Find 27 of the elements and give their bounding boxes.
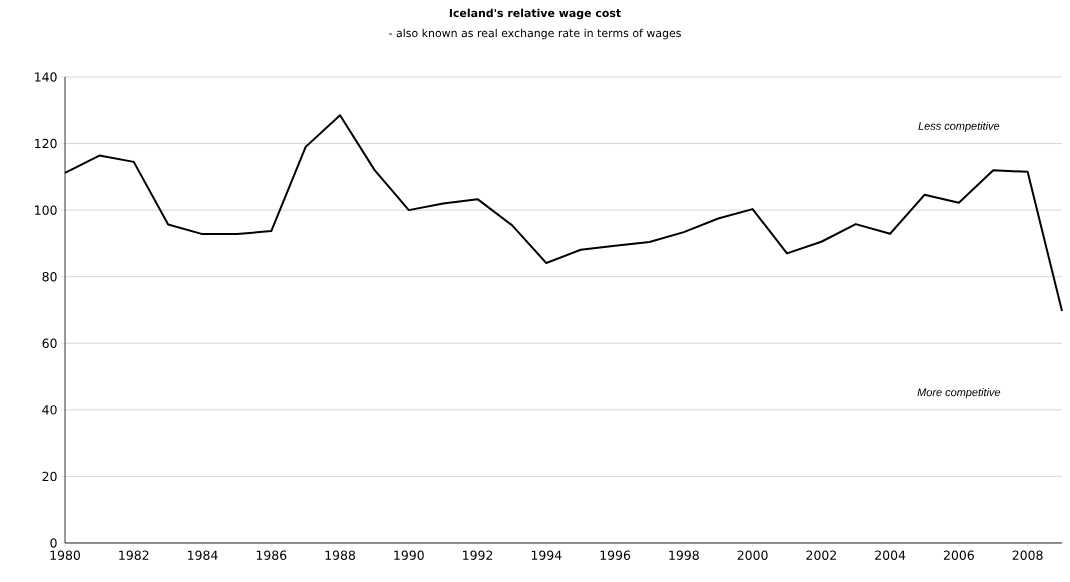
annotation: Less competitive (918, 121, 1000, 133)
x-tick-label: 1984 (188, 550, 218, 560)
y-tick-label: 60 (42, 338, 57, 348)
x-tick-label: 1986 (256, 550, 287, 560)
x-tick-label: 1996 (600, 550, 631, 560)
x-tick-label: 1988 (325, 550, 356, 560)
y-tick-label: 120 (35, 138, 57, 149)
y-tick-label: 40 (42, 405, 57, 415)
x-tick-label: 2004 (875, 550, 906, 560)
annotation: More competitive (917, 388, 1001, 399)
chart-subtitle: - also known as real exchange rate in terms of wages (389, 28, 681, 40)
y-tick-label: 20 (42, 471, 57, 482)
x-tick-label: 2008 (1012, 550, 1043, 560)
x-tick-label: 1992 (463, 550, 493, 560)
x-tick-label: 1980 (50, 550, 81, 560)
x-tick-label: 1982 (119, 550, 149, 560)
x-tick-label: 1994 (531, 550, 562, 560)
x-tick-label: 2000 (737, 550, 768, 560)
x-tick-label: 2006 (943, 550, 974, 560)
y-tick-label: 100 (35, 205, 57, 215)
y-tick-label: 0 (50, 538, 57, 548)
y-tick-label: 140 (35, 72, 57, 82)
x-tick-label: 1998 (669, 550, 699, 560)
x-tick-label: 2002 (806, 550, 836, 560)
chart-title: Iceland's relative wage cost (449, 8, 621, 20)
y-tick-label: 80 (42, 271, 57, 282)
x-tick-label: 1990 (394, 550, 424, 560)
